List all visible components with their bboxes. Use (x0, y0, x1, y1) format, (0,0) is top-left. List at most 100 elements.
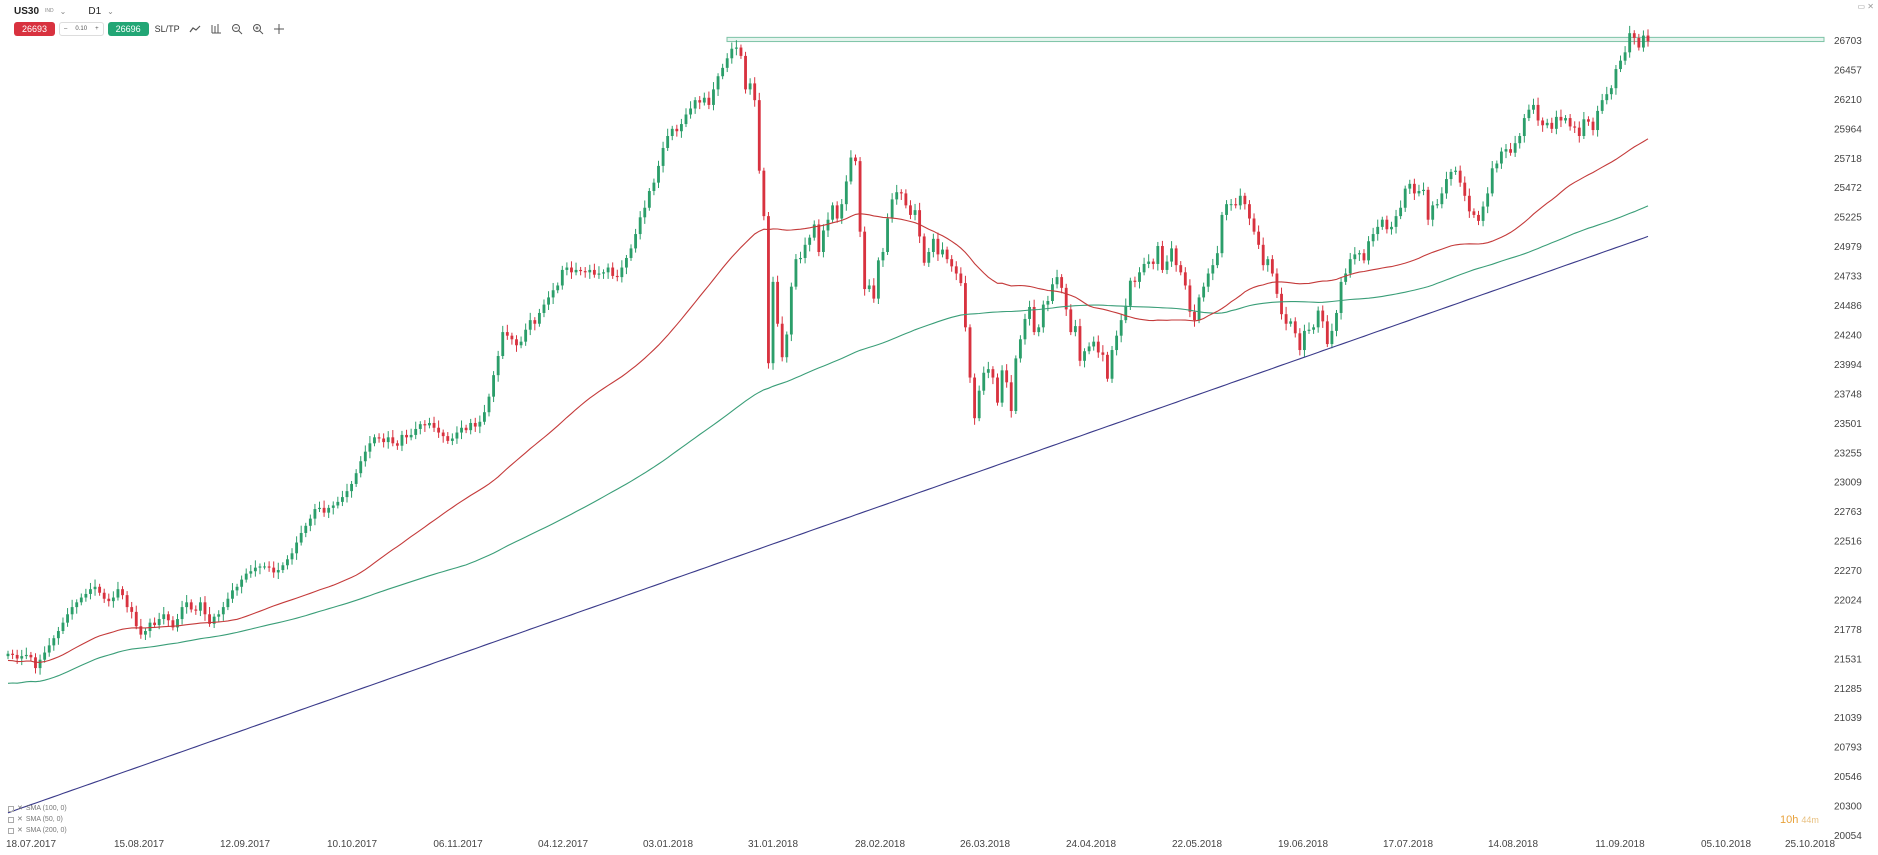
candle[interactable] (166, 614, 170, 621)
candle[interactable] (753, 83, 757, 101)
candle[interactable] (1193, 311, 1196, 321)
candle[interactable] (849, 157, 853, 182)
candle[interactable] (1028, 306, 1031, 319)
candle[interactable] (1445, 179, 1448, 194)
candle[interactable] (102, 592, 106, 599)
candle[interactable] (510, 335, 514, 340)
candle[interactable] (647, 191, 651, 208)
candle[interactable] (959, 273, 963, 284)
candle[interactable] (1545, 122, 1549, 126)
candle[interactable] (1325, 321, 1329, 345)
candle[interactable] (1628, 33, 1632, 53)
candle[interactable] (762, 170, 766, 217)
sell-button[interactable]: 26693 (14, 22, 56, 36)
candle[interactable] (1353, 254, 1357, 260)
settings-icon[interactable] (8, 805, 14, 812)
candle[interactable] (702, 97, 706, 103)
volume-stepper[interactable]: – 0.10 + (59, 22, 104, 36)
candle[interactable] (478, 421, 482, 427)
candle[interactable] (1073, 326, 1077, 333)
candle[interactable] (831, 205, 835, 220)
candle[interactable] (313, 509, 317, 519)
candle[interactable] (629, 248, 633, 258)
candle[interactable] (1014, 358, 1018, 412)
candle[interactable] (638, 217, 642, 235)
candle[interactable] (625, 257, 628, 268)
candle[interactable] (1197, 297, 1201, 321)
candle[interactable] (1046, 301, 1050, 305)
candle[interactable] (1637, 37, 1641, 48)
candle[interactable] (721, 67, 725, 77)
candle[interactable] (1293, 321, 1297, 334)
candle[interactable] (423, 424, 427, 426)
candle[interactable] (194, 609, 198, 611)
candle[interactable] (1261, 244, 1265, 266)
plot-area[interactable] (6, 25, 1825, 814)
candle[interactable] (1541, 120, 1545, 126)
candle[interactable] (148, 622, 152, 632)
candle[interactable] (1215, 253, 1219, 266)
candle[interactable] (308, 518, 312, 526)
close-icon[interactable]: ✕ (17, 816, 23, 823)
candle[interactable] (221, 607, 225, 615)
candle[interactable] (1339, 281, 1343, 313)
legend-item-sma50[interactable]: ✕ SMA (50, 0) (8, 814, 67, 825)
candle[interactable] (185, 602, 189, 608)
candle[interactable] (1092, 341, 1096, 347)
candle[interactable] (1128, 280, 1132, 306)
candle[interactable] (1559, 116, 1563, 121)
candle[interactable] (524, 329, 528, 342)
candle[interactable] (886, 218, 889, 252)
candle[interactable] (29, 654, 33, 658)
candle[interactable] (1600, 100, 1604, 111)
crosshair-icon[interactable] (273, 23, 285, 35)
candle[interactable] (492, 375, 496, 397)
volume-value[interactable]: 0.10 (75, 26, 88, 32)
candle[interactable] (1170, 248, 1173, 262)
candle[interactable] (918, 210, 922, 237)
candle[interactable] (1083, 351, 1086, 361)
candle[interactable] (1142, 263, 1146, 273)
candle[interactable] (20, 656, 24, 659)
candle[interactable] (244, 573, 248, 580)
candle[interactable] (345, 491, 349, 498)
candle[interactable] (1344, 273, 1348, 282)
candle[interactable] (826, 219, 830, 231)
candle[interactable] (1225, 204, 1228, 215)
candle[interactable] (469, 422, 473, 431)
candle[interactable] (1440, 193, 1444, 205)
candle[interactable] (964, 283, 967, 328)
candle[interactable] (890, 199, 894, 219)
candle[interactable] (977, 390, 981, 419)
candle[interactable] (1614, 69, 1618, 89)
candle[interactable] (1060, 277, 1064, 288)
candle[interactable] (299, 532, 303, 543)
candle[interactable] (1032, 306, 1036, 333)
candle[interactable] (1417, 191, 1421, 194)
increment-icon[interactable]: + (95, 26, 99, 32)
candle[interactable] (1504, 149, 1508, 152)
candle[interactable] (1119, 320, 1123, 336)
candle[interactable] (1632, 33, 1636, 38)
candle[interactable] (675, 128, 679, 132)
candle[interactable] (941, 249, 944, 255)
candle[interactable] (1367, 241, 1370, 261)
candle[interactable] (785, 334, 789, 358)
candle[interactable] (835, 205, 839, 219)
candle[interactable] (1069, 309, 1073, 333)
candle[interactable] (716, 76, 720, 90)
candle[interactable] (1147, 261, 1151, 264)
candle[interactable] (153, 622, 157, 626)
candle[interactable] (93, 586, 97, 590)
candle[interactable] (1160, 246, 1164, 270)
candle[interactable] (1289, 321, 1293, 324)
candle[interactable] (455, 432, 459, 439)
candle[interactable] (327, 507, 331, 513)
candle[interactable] (1009, 382, 1013, 412)
candle[interactable] (1591, 121, 1595, 131)
candle[interactable] (428, 422, 431, 426)
candle[interactable] (579, 269, 583, 272)
candle[interactable] (400, 434, 404, 446)
candle[interactable] (1499, 151, 1503, 164)
candle[interactable] (904, 193, 908, 206)
